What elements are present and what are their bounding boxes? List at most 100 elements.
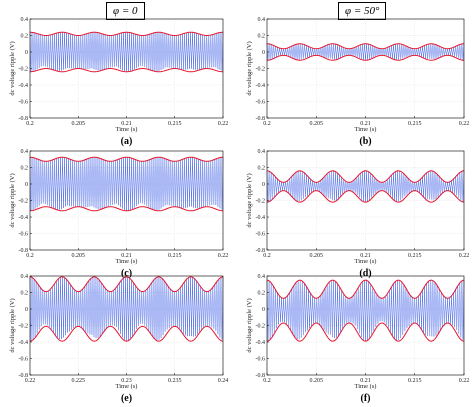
x-tick-label: 0.21 bbox=[360, 121, 371, 127]
series-lower-envelope bbox=[29, 325, 224, 342]
y-tick-label: -0.6 bbox=[19, 100, 29, 106]
subfigure-label: (c) bbox=[121, 268, 132, 279]
x-axis-label: Time (s) bbox=[116, 258, 138, 265]
subfigure-label: (d) bbox=[359, 268, 371, 279]
x-tick-label: 0.22 bbox=[459, 253, 470, 259]
series-lower-envelope bbox=[266, 190, 465, 203]
x-axis-label: Time (s) bbox=[355, 126, 377, 133]
x-tick-label: 0.215 bbox=[168, 121, 182, 127]
y-tick-label: -0.2 bbox=[19, 67, 29, 73]
x-tick-label: 0.22 bbox=[218, 121, 229, 127]
y-tick-label: 0.2 bbox=[21, 34, 29, 40]
y-tick-label: -0.8 bbox=[256, 373, 266, 379]
y-tick-label: -0.8 bbox=[19, 116, 29, 122]
series-upper-envelope bbox=[29, 276, 224, 293]
x-tick-label: 0.2 bbox=[263, 253, 271, 259]
y-axis-label: dc voltage ripple (V) bbox=[246, 41, 253, 95]
y-tick-label: -0.6 bbox=[256, 100, 266, 106]
y-tick-label: 0.2 bbox=[258, 166, 266, 172]
y-axis-label: dc voltage ripple (V) bbox=[9, 173, 16, 227]
series-upper-envelope bbox=[266, 43, 465, 50]
y-tick-label: -0.6 bbox=[19, 232, 29, 238]
y-tick-label: 0 bbox=[25, 50, 28, 56]
x-tick-label: 0.205 bbox=[310, 121, 324, 127]
y-tick-label: -0.4 bbox=[256, 340, 266, 346]
y-tick-label: -0.2 bbox=[256, 199, 266, 205]
x-tick-label: 0.21 bbox=[360, 253, 371, 259]
subfigure-label: (e) bbox=[121, 393, 132, 404]
x-axis-label: Time (s) bbox=[116, 383, 138, 390]
x-tick-label: 0.21 bbox=[121, 253, 132, 259]
x-axis-label: Time (s) bbox=[355, 258, 377, 265]
x-tick-label: 0.215 bbox=[408, 253, 422, 259]
x-tick-label: 0.22 bbox=[459, 121, 470, 127]
series-lower-envelope bbox=[29, 67, 224, 73]
y-tick-label: 0 bbox=[262, 50, 265, 56]
x-axis-label: Time (s) bbox=[355, 383, 377, 390]
y-tick-label: 0.2 bbox=[21, 166, 29, 172]
x-tick-label: 0.2 bbox=[26, 121, 34, 127]
y-tick-label: -0.2 bbox=[256, 67, 266, 73]
y-tick-label: 0.4 bbox=[258, 149, 266, 155]
series-upper-envelope bbox=[266, 279, 465, 299]
y-tick-label: -0.8 bbox=[19, 373, 29, 379]
chart-panel-a: 0.2 0.205 0.21 0.215 0.22 -0.8 -0.6 -0.4 -0.2 0 0.… bbox=[9, 17, 228, 147]
x-tick-label: 0.225 bbox=[72, 378, 86, 384]
chart-panel-d: 0.2 0.205 0.21 0.215 0.22 -0.8 -0.6 -0.4 -0.2 0 0.… bbox=[246, 149, 469, 279]
y-tick-label: 0.4 bbox=[258, 274, 266, 280]
y-axis-label: dc voltage ripple (V) bbox=[246, 173, 253, 227]
y-tick-label: -0.4 bbox=[256, 83, 266, 89]
x-tick-label: 0.22 bbox=[218, 253, 229, 259]
series-lower-envelope bbox=[266, 322, 465, 342]
y-axis-label: dc voltage ripple (V) bbox=[9, 41, 16, 95]
chart-panel-b: 0.2 0.205 0.21 0.215 0.22 -0.8 -0.6 -0.4 -0.2 0 0.… bbox=[246, 17, 469, 147]
y-tick-label: -0.8 bbox=[256, 248, 266, 254]
x-tick-label: 0.21 bbox=[360, 378, 371, 384]
y-tick-label: 0 bbox=[25, 307, 28, 313]
x-tick-label: 0.205 bbox=[310, 378, 324, 384]
y-tick-label: 0 bbox=[25, 182, 28, 188]
series-upper-envelope bbox=[29, 156, 224, 162]
chart-panel-c: 0.2 0.205 0.21 0.215 0.22 -0.8 -0.6 -0.4 -0.2 0 0.… bbox=[9, 149, 228, 279]
series-lower-envelope bbox=[266, 54, 465, 61]
y-tick-label: -0.2 bbox=[256, 324, 266, 330]
x-tick-label: 0.205 bbox=[72, 253, 86, 259]
y-axis-label: dc voltage ripple (V) bbox=[9, 298, 16, 352]
y-tick-label: -0.8 bbox=[256, 116, 266, 122]
y-tick-label: -0.2 bbox=[19, 324, 29, 330]
column-header-right: φ = 50° bbox=[338, 2, 387, 20]
y-tick-label: 0 bbox=[262, 182, 265, 188]
y-tick-label: -0.6 bbox=[256, 232, 266, 238]
x-tick-label: 0.21 bbox=[121, 121, 132, 127]
x-tick-label: 0.2 bbox=[263, 378, 271, 384]
chart-panel-f: 0.2 0.205 0.21 0.215 0.22 -0.8 -0.6 -0.4 -0.2 0 0.… bbox=[246, 274, 469, 404]
y-tick-label: 0.4 bbox=[21, 149, 29, 155]
y-tick-label: 0.4 bbox=[21, 17, 29, 23]
y-axis-label: dc voltage ripple (V) bbox=[246, 298, 253, 352]
y-tick-label: -0.4 bbox=[19, 340, 29, 346]
y-tick-label: -0.6 bbox=[19, 357, 29, 363]
y-tick-label: -0.8 bbox=[19, 248, 29, 254]
x-tick-label: 0.2 bbox=[26, 253, 34, 259]
series-upper-envelope bbox=[266, 170, 465, 183]
subfigure-label: (a) bbox=[121, 136, 133, 147]
x-tick-label: 0.235 bbox=[168, 378, 182, 384]
x-tick-label: 0.2 bbox=[263, 121, 271, 127]
y-tick-label: -0.4 bbox=[19, 215, 29, 221]
y-tick-label: 0.4 bbox=[21, 274, 29, 280]
y-tick-label: 0.4 bbox=[258, 17, 266, 23]
y-tick-label: -0.4 bbox=[19, 83, 29, 89]
chart-panel-e: 0.22 0.225 0.23 0.235 0.24 -0.8 -0.6 -0.4 -0.2 0 0… bbox=[9, 274, 228, 404]
series-lower-envelope bbox=[29, 206, 224, 212]
x-tick-label: 0.24 bbox=[218, 378, 229, 384]
x-tick-label: 0.23 bbox=[121, 378, 132, 384]
x-tick-label: 0.205 bbox=[72, 121, 86, 127]
y-tick-label: -0.2 bbox=[19, 199, 29, 205]
x-tick-label: 0.215 bbox=[408, 378, 422, 384]
x-tick-label: 0.215 bbox=[168, 253, 182, 259]
y-tick-label: -0.6 bbox=[256, 357, 266, 363]
y-tick-label: -0.4 bbox=[256, 215, 266, 221]
x-tick-label: 0.22 bbox=[25, 378, 36, 384]
subfigure-label: (b) bbox=[359, 136, 371, 147]
